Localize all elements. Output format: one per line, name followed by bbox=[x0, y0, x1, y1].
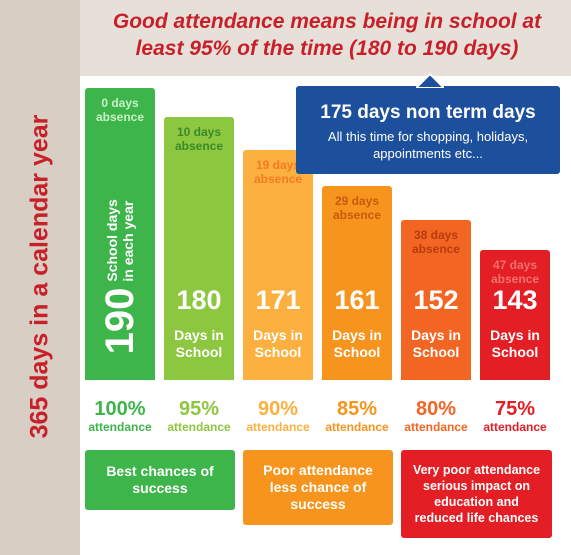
percent: 95% bbox=[178, 398, 220, 420]
days-label: Days in School bbox=[411, 327, 461, 360]
outcome-box: Poor attendance less chance of success bbox=[243, 450, 393, 525]
absence-label: 38 days absence bbox=[411, 228, 461, 256]
absence-label: 10 days absence bbox=[174, 125, 224, 153]
attendance-label: attendance bbox=[88, 420, 152, 434]
side-label: 365 days in a calendar year bbox=[25, 114, 54, 439]
percent-group: 100% attendance bbox=[80, 398, 160, 434]
side-band bbox=[0, 0, 80, 555]
attendance-label: attendance bbox=[483, 420, 547, 434]
days-count: 152 bbox=[413, 285, 459, 315]
percent: 75% bbox=[494, 398, 536, 420]
callout-text: All this time for shopping, holidays, ap… bbox=[327, 129, 529, 161]
rotated-group: 190 School days in each year bbox=[85, 163, 155, 383]
absence-label: 29 days absence bbox=[332, 194, 382, 222]
absence-label: 47 days absence bbox=[490, 258, 540, 286]
percent: 85% bbox=[336, 398, 378, 420]
bar: 0 days absence 190 School days in each yea… bbox=[85, 88, 155, 380]
percent-group: 80% attendance bbox=[396, 398, 476, 434]
days-count: 180 bbox=[176, 285, 222, 315]
bar: 47 days absence 143 Days in School bbox=[480, 250, 550, 380]
bar: 38 days absence 152 Days in School bbox=[401, 220, 471, 380]
days-count: 171 bbox=[255, 285, 301, 315]
attendance-label: attendance bbox=[325, 420, 389, 434]
bar: 10 days absence 180 Days in School bbox=[164, 117, 234, 380]
percent-group: 75% attendance bbox=[475, 398, 555, 434]
days-label: Days in School bbox=[332, 327, 382, 360]
bar: 29 days absence 161 Days in School bbox=[322, 186, 392, 380]
percent: 90% bbox=[257, 398, 299, 420]
top-band bbox=[80, 0, 571, 76]
percent-group: 95% attendance bbox=[159, 398, 239, 434]
percent: 100% bbox=[94, 398, 146, 420]
days-count: 143 bbox=[492, 285, 538, 315]
absence-label: 0 days absence bbox=[95, 96, 145, 124]
callout-pointer bbox=[416, 72, 444, 88]
percent-group: 85% attendance bbox=[317, 398, 397, 434]
days-label: Days in School bbox=[174, 327, 224, 360]
days-count: 161 bbox=[334, 285, 380, 315]
absence-label: 19 days absence bbox=[253, 158, 303, 186]
days-label: Days in School bbox=[253, 327, 303, 360]
bar: 19 days absence 171 Days in School bbox=[243, 150, 313, 380]
percent-group: 90% attendance bbox=[238, 398, 318, 434]
attendance-label: attendance bbox=[404, 420, 468, 434]
days-label: Days in School bbox=[490, 327, 540, 360]
days-label: School days in each year bbox=[104, 199, 136, 282]
callout-heading: 175 days non term days bbox=[320, 102, 536, 123]
attendance-label: attendance bbox=[246, 420, 310, 434]
percent: 80% bbox=[415, 398, 457, 420]
title: Good attendance means being in school at… bbox=[112, 10, 542, 60]
days-count: 190 bbox=[97, 287, 142, 355]
outcome-box: Best chances of success bbox=[85, 450, 235, 510]
attendance-label: attendance bbox=[167, 420, 231, 434]
outcome-box: Very poor attendance serious impact on e… bbox=[401, 450, 552, 538]
callout: 175 days non term days All this time for… bbox=[296, 72, 560, 174]
